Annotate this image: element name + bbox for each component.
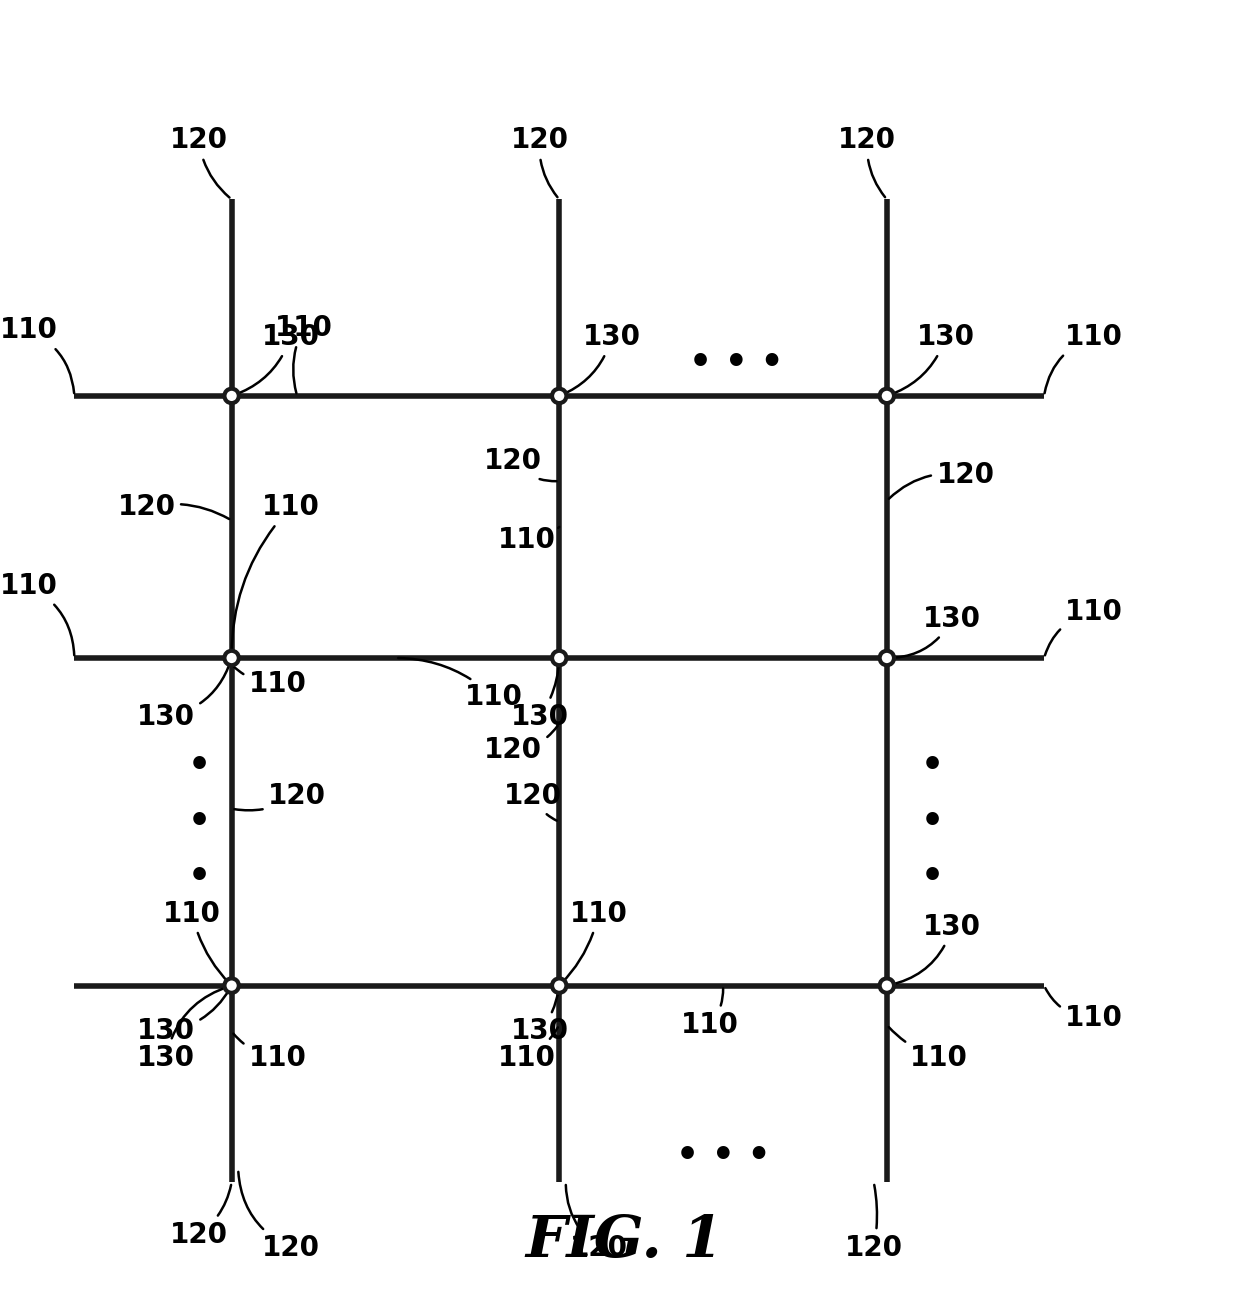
Text: 110: 110 — [497, 526, 559, 554]
Text: • • •: • • • — [676, 1138, 770, 1173]
Circle shape — [879, 978, 894, 992]
Text: 110: 110 — [0, 316, 74, 393]
Text: 130: 130 — [511, 988, 569, 1045]
Text: 110: 110 — [497, 1028, 558, 1071]
Text: 110: 110 — [0, 572, 74, 655]
Text: •
•
•: • • • — [187, 749, 211, 895]
Text: 120: 120 — [170, 126, 229, 197]
Text: 110: 110 — [275, 313, 332, 393]
Text: 110: 110 — [232, 494, 320, 655]
Text: 120: 120 — [118, 494, 229, 521]
Circle shape — [224, 388, 239, 403]
Text: FIG. 1: FIG. 1 — [526, 1213, 724, 1270]
Text: 110: 110 — [681, 988, 739, 1038]
Circle shape — [552, 978, 567, 992]
Text: 130: 130 — [511, 661, 569, 730]
Text: 110: 110 — [1044, 322, 1123, 393]
Text: 120: 120 — [503, 782, 562, 821]
Text: 130: 130 — [138, 661, 231, 730]
Text: 110: 110 — [1045, 599, 1123, 655]
Circle shape — [879, 651, 894, 665]
Text: 130: 130 — [889, 604, 981, 658]
Text: 120: 120 — [485, 726, 558, 763]
Text: 120: 120 — [170, 1184, 231, 1249]
Text: 130: 130 — [234, 322, 320, 395]
Text: •
•
•: • • • — [921, 749, 945, 895]
Text: 120: 120 — [844, 1184, 903, 1262]
Text: 120: 120 — [565, 1184, 627, 1262]
Text: 120: 120 — [889, 461, 994, 499]
Circle shape — [552, 651, 567, 665]
Text: 110: 110 — [398, 658, 522, 712]
Text: 110: 110 — [889, 1026, 968, 1071]
Circle shape — [552, 388, 567, 403]
Text: 130: 130 — [138, 988, 231, 1045]
Circle shape — [224, 651, 239, 665]
Text: 120: 120 — [511, 126, 569, 197]
Text: 110: 110 — [164, 900, 229, 983]
Text: 130: 130 — [138, 987, 229, 1071]
Circle shape — [224, 978, 239, 992]
Text: 130: 130 — [889, 322, 975, 395]
Text: 130: 130 — [889, 912, 981, 986]
Text: 110: 110 — [562, 900, 627, 983]
Text: 110: 110 — [233, 1033, 306, 1071]
Circle shape — [879, 388, 894, 403]
Text: 120: 120 — [838, 126, 897, 197]
Text: 130: 130 — [562, 322, 641, 395]
Text: 120: 120 — [234, 782, 326, 811]
Text: 110: 110 — [233, 666, 306, 699]
Text: 120: 120 — [485, 447, 557, 482]
Text: 110: 110 — [1045, 988, 1123, 1032]
Text: 120: 120 — [238, 1171, 320, 1262]
Text: • • •: • • • — [689, 346, 784, 380]
